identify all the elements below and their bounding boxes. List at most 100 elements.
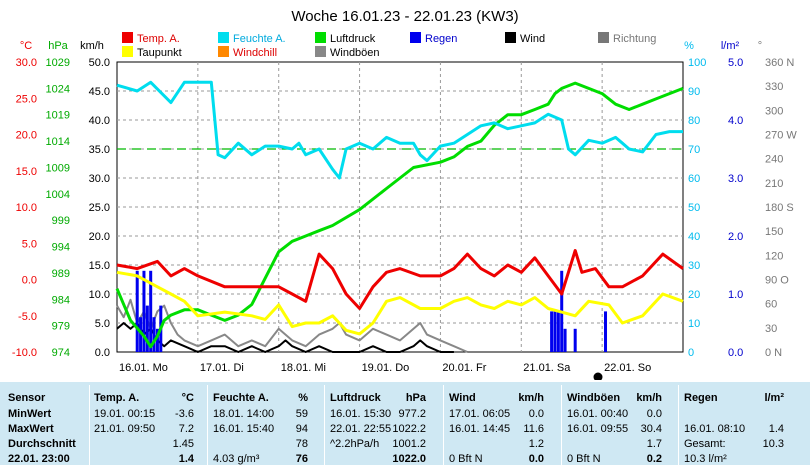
rain-bar [604, 311, 608, 352]
tick-label-direction: 330 [765, 81, 783, 93]
tick-label-humidity: 90 [688, 86, 700, 98]
axis-unit-label: km/h [80, 40, 104, 52]
tick-label-pressure: 979 [52, 321, 70, 333]
legend-label: Windchill [233, 47, 277, 59]
summary-time: 10.3 l/m² [684, 453, 727, 465]
chart-axes: 30.0 25.0 20.0 15.0 10.0 5.0 0.0 -5.0 -10.0 1029 1… [12, 57, 797, 374]
tick-label-pressure: 994 [52, 242, 70, 254]
summary-time: 16.01. 08:10 [684, 423, 746, 435]
rain-bar [152, 317, 156, 352]
tick-label-pressure: 984 [52, 294, 70, 306]
tick-label-direction: 0 N [765, 347, 782, 359]
tick-label-rain: 4.0 [728, 115, 743, 127]
tick-label-wind: 25.0 [89, 202, 110, 214]
legend-swatch [122, 32, 133, 43]
tick-label-humidity: 60 [688, 173, 700, 185]
tick-label-pressure: 1024 [46, 83, 70, 95]
tick-label-wind: 0.0 [95, 347, 110, 359]
series-line-luftdruck [115, 81, 684, 349]
rain-bar [135, 270, 139, 352]
rain-bar [139, 317, 143, 352]
series-line-feuchte-a [116, 80, 683, 180]
summary-table: Sensor Temp. A. °C Feuchte A.% Luftdruck hPa W… [0, 382, 810, 465]
tick-label-rain: 1.0 [728, 289, 743, 301]
summary-value: 1.4 [768, 423, 784, 435]
rain-bar [149, 270, 153, 352]
tick-label-humidity: 0 [688, 347, 694, 359]
legend-swatch [218, 46, 229, 57]
tick-label-humidity: 50 [688, 202, 700, 214]
x-tick-label: 20.01. Fr [442, 362, 486, 374]
moon-icon [593, 372, 603, 380]
tick-label-rain: 3.0 [728, 173, 743, 185]
summary-time: 4.03 g/m³ [213, 453, 260, 465]
summary-time: 0 Bft N [449, 453, 483, 465]
summary-time: Gesamt: [684, 438, 726, 450]
summary-value: 10.3 [762, 438, 784, 450]
summary-value: 977.2 [398, 408, 426, 420]
summary-divider [207, 385, 208, 465]
summary-value: 1022.0 [392, 453, 426, 465]
tick-label-wind: 5.0 [95, 318, 110, 330]
x-tick-label: 19.01. Do [362, 362, 410, 374]
tick-label-wind: 15.0 [89, 260, 110, 272]
summary-header-unit: % [298, 392, 308, 404]
legend-label: Feuchte A. [233, 33, 286, 45]
tick-label-wind: 10.0 [89, 289, 110, 301]
tick-label-temp: 10.0 [16, 202, 37, 214]
summary-divider [678, 385, 679, 465]
rain-bar [142, 270, 146, 352]
summary-row-label: MinWert [8, 408, 52, 420]
summary-time: 16.01. 15:30 [330, 408, 392, 420]
summary-value: 76 [295, 453, 308, 465]
tick-label-wind: 50.0 [89, 57, 110, 69]
summary-header-unit: km/h [636, 392, 662, 404]
rain-bar [553, 311, 557, 352]
tick-label-humidity: 40 [688, 231, 700, 243]
tick-label-temp: -5.0 [18, 311, 37, 323]
summary-value: 11.6 [523, 423, 544, 435]
summary-header: Feuchte A. [213, 392, 269, 404]
x-tick-label: 22.01. So [604, 362, 651, 374]
x-tick-label: 17.01. Di [200, 362, 244, 374]
axis-unit-label: % [684, 40, 694, 52]
summary-time: 22.01. 22:55 [330, 423, 392, 435]
tick-label-pressure: 1029 [46, 57, 70, 69]
summary-header: Temp. A. [94, 392, 140, 404]
rain-bar [155, 328, 159, 352]
tick-label-temp: 15.0 [16, 166, 37, 178]
series-line-temp-a [116, 249, 684, 310]
tick-label-wind: 35.0 [89, 144, 110, 156]
legend-swatch [505, 32, 516, 43]
summary-value: 30.4 [640, 423, 662, 435]
tick-label-pressure: 1014 [46, 136, 70, 148]
tick-label-temp: -10.0 [12, 347, 37, 359]
summary-header: Regen [684, 392, 718, 404]
rain-bar [556, 311, 560, 352]
tick-label-temp: 20.0 [16, 130, 37, 142]
tick-label-direction: 240 [765, 154, 783, 166]
chart-series [115, 80, 684, 353]
tick-label-direction: 120 [765, 250, 783, 262]
legend-label: Richtung [613, 33, 656, 45]
axis-unit-label: °C [20, 40, 32, 52]
legend-label: Luftdruck [330, 33, 376, 45]
summary-value: 1.2 [528, 438, 544, 450]
summary-value: 1.7 [646, 438, 662, 450]
rain-bar [563, 328, 567, 352]
rain-bar [145, 305, 149, 352]
legend-label: Wind [520, 33, 545, 45]
summary-value: 7.2 [178, 423, 194, 435]
summary-divider [443, 385, 444, 465]
summary-value: 94 [295, 423, 308, 435]
tick-label-wind: 30.0 [89, 173, 110, 185]
tick-label-humidity: 10 [688, 318, 700, 330]
legend-swatch [598, 32, 609, 43]
tick-label-rain: 5.0 [728, 57, 743, 69]
legend-swatch [410, 32, 421, 43]
legend-swatch [315, 32, 326, 43]
tick-label-rain: 2.0 [728, 231, 743, 243]
tick-label-temp: 25.0 [16, 93, 37, 105]
summary-value: 59 [295, 408, 308, 420]
summary-header: Luftdruck [330, 392, 381, 404]
